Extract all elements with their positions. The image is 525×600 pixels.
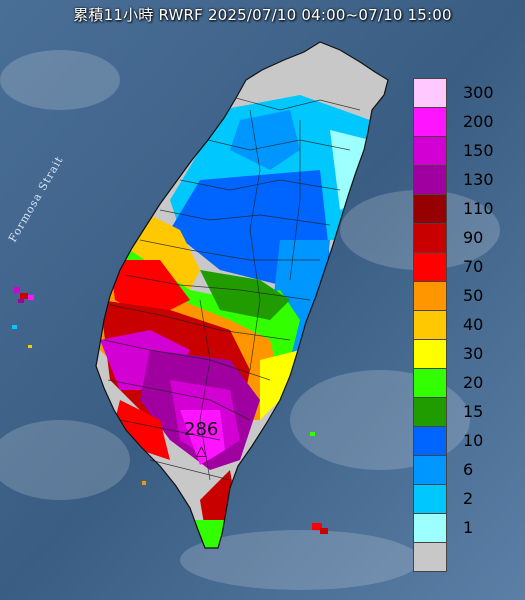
legend-swatch xyxy=(413,165,447,195)
legend-label: 30 xyxy=(463,343,484,363)
max-rainfall-value: 286 xyxy=(184,419,219,440)
legend-swatch xyxy=(413,513,447,543)
legend-swatch xyxy=(413,136,447,166)
legend-swatch xyxy=(413,397,447,427)
legend-label: 10 xyxy=(463,430,484,450)
cloud-texture xyxy=(0,50,500,590)
legend-swatch xyxy=(413,426,447,456)
legend-label: 90 xyxy=(463,227,484,247)
legend-label: 2 xyxy=(463,488,474,508)
legend-swatch xyxy=(413,484,447,514)
legend-label: 1 xyxy=(463,517,474,537)
legend-swatch xyxy=(413,252,447,282)
legend-label: 15 xyxy=(463,401,484,421)
color-legend: 300 200 150 130 110 90 70 50 40 30 20 15 10 6 2 1 xyxy=(413,78,509,572)
legend-swatch xyxy=(413,368,447,398)
legend-swatch xyxy=(413,339,447,369)
legend-label: 300 xyxy=(463,82,494,102)
legend-label: 40 xyxy=(463,314,484,334)
legend-swatch xyxy=(413,542,447,572)
legend-label: 6 xyxy=(463,459,474,479)
map-title: 累積11小時 RWRF 2025/07/10 04:00~07/10 15:00 xyxy=(73,6,452,24)
legend-label: 20 xyxy=(463,372,484,392)
legend-swatch xyxy=(413,281,447,311)
legend-swatch xyxy=(413,310,447,340)
triangle-icon: △ xyxy=(196,443,207,459)
legend-swatch xyxy=(413,223,447,253)
legend-swatch xyxy=(413,194,447,224)
legend-label: 70 xyxy=(463,256,484,276)
legend-label: 50 xyxy=(463,285,484,305)
island-outline xyxy=(95,41,389,549)
legend-swatch xyxy=(413,455,447,485)
offshore-rain xyxy=(12,287,328,534)
legend-label: 110 xyxy=(463,198,494,218)
legend-label: 150 xyxy=(463,140,494,160)
legend-swatch xyxy=(413,78,447,108)
legend-swatch xyxy=(413,107,447,137)
legend-label: 200 xyxy=(463,111,494,131)
legend-label: 130 xyxy=(463,169,494,189)
district-boundaries xyxy=(103,97,361,481)
